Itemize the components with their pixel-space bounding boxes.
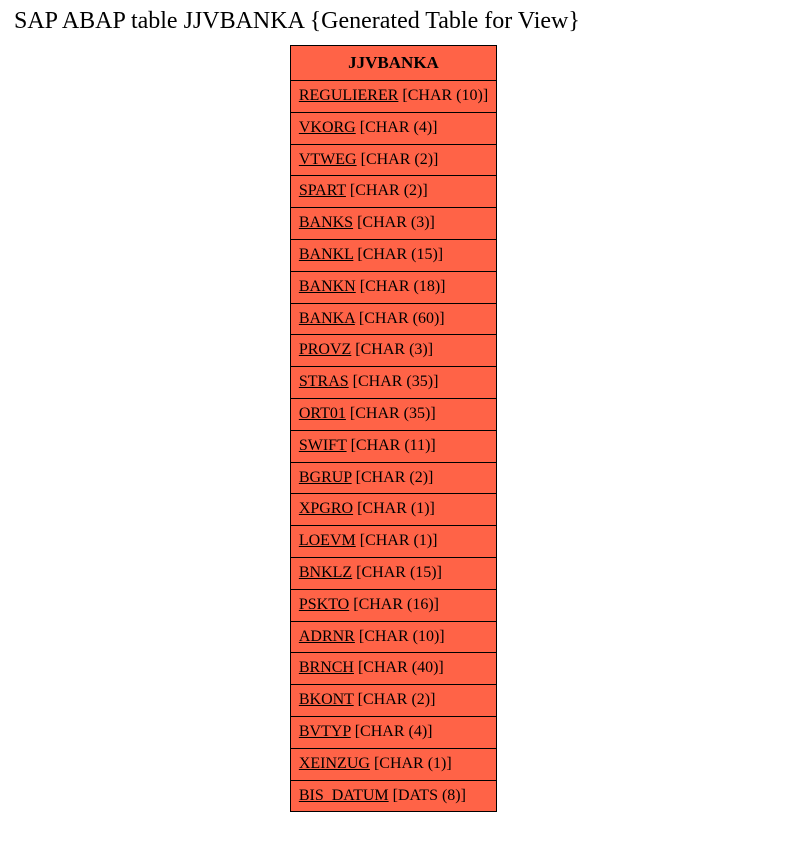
- table-cell: BANKS [CHAR (3)]: [290, 208, 496, 240]
- table-cell: REGULIERER [CHAR (10)]: [290, 81, 496, 113]
- table-row: ADRNR [CHAR (10)]: [290, 621, 496, 653]
- table-row: BANKL [CHAR (15)]: [290, 240, 496, 272]
- table-cell: PROVZ [CHAR (3)]: [290, 335, 496, 367]
- page-title: SAP ABAP table JJVBANKA {Generated Table…: [0, 8, 787, 35]
- table-row: BKONT [CHAR (2)]: [290, 685, 496, 717]
- field-name: XPGRO: [299, 500, 353, 517]
- field-name: ADRNR: [299, 628, 355, 645]
- table-cell: BRNCH [CHAR (40)]: [290, 653, 496, 685]
- field-name: BGRUP: [299, 469, 352, 486]
- field-name: BKONT: [299, 691, 354, 708]
- field-name: BANKS: [299, 214, 353, 231]
- table-body: REGULIERER [CHAR (10)]VKORG [CHAR (4)]VT…: [290, 81, 496, 812]
- field-type: [CHAR (3)]: [351, 341, 433, 358]
- field-name: SWIFT: [299, 437, 347, 454]
- table-row: STRAS [CHAR (35)]: [290, 367, 496, 399]
- table-row: XPGRO [CHAR (1)]: [290, 494, 496, 526]
- field-name: BIS_DATUM: [299, 787, 389, 804]
- field-type: [CHAR (1)]: [356, 532, 438, 549]
- field-name: BRNCH: [299, 659, 354, 676]
- table-cell: ORT01 [CHAR (35)]: [290, 399, 496, 431]
- schema-table: JJVBANKA REGULIERER [CHAR (10)]VKORG [CH…: [290, 45, 497, 812]
- table-cell: PSKTO [CHAR (16)]: [290, 589, 496, 621]
- field-name: BANKN: [299, 278, 356, 295]
- field-type: [CHAR (10)]: [398, 87, 488, 104]
- field-name: PSKTO: [299, 596, 349, 613]
- field-name: PROVZ: [299, 341, 351, 358]
- table-row: XEINZUG [CHAR (1)]: [290, 748, 496, 780]
- table-row: LOEVM [CHAR (1)]: [290, 526, 496, 558]
- field-type: [CHAR (60)]: [355, 310, 445, 327]
- field-name: ORT01: [299, 405, 346, 422]
- field-name: BVTYP: [299, 723, 351, 740]
- table-row: BVTYP [CHAR (4)]: [290, 717, 496, 749]
- table-row: BGRUP [CHAR (2)]: [290, 462, 496, 494]
- table-row: ORT01 [CHAR (35)]: [290, 399, 496, 431]
- field-name: VKORG: [299, 119, 356, 136]
- field-name: BNKLZ: [299, 564, 352, 581]
- table-cell: SPART [CHAR (2)]: [290, 176, 496, 208]
- field-type: [CHAR (4)]: [351, 723, 433, 740]
- table-row: SPART [CHAR (2)]: [290, 176, 496, 208]
- table-cell: XEINZUG [CHAR (1)]: [290, 748, 496, 780]
- table-row: SWIFT [CHAR (11)]: [290, 430, 496, 462]
- table-row: PSKTO [CHAR (16)]: [290, 589, 496, 621]
- table-wrap: JJVBANKA REGULIERER [CHAR (10)]VKORG [CH…: [0, 45, 787, 812]
- field-type: [CHAR (1)]: [353, 500, 435, 517]
- page-container: SAP ABAP table JJVBANKA {Generated Table…: [0, 0, 787, 812]
- table-header-row: JJVBANKA: [290, 46, 496, 81]
- field-type: [CHAR (10)]: [355, 628, 445, 645]
- table-cell: BVTYP [CHAR (4)]: [290, 717, 496, 749]
- table-cell: XPGRO [CHAR (1)]: [290, 494, 496, 526]
- table-row: BRNCH [CHAR (40)]: [290, 653, 496, 685]
- table-row: BANKS [CHAR (3)]: [290, 208, 496, 240]
- field-type: [CHAR (35)]: [346, 405, 436, 422]
- table-cell: STRAS [CHAR (35)]: [290, 367, 496, 399]
- field-type: [CHAR (4)]: [356, 119, 438, 136]
- field-type: [CHAR (15)]: [352, 564, 442, 581]
- table-row: BNKLZ [CHAR (15)]: [290, 558, 496, 590]
- field-name: REGULIERER: [299, 87, 399, 104]
- field-type: [CHAR (1)]: [370, 755, 452, 772]
- field-type: [CHAR (2)]: [352, 469, 434, 486]
- table-cell: BKONT [CHAR (2)]: [290, 685, 496, 717]
- field-type: [CHAR (11)]: [347, 437, 436, 454]
- field-name: LOEVM: [299, 532, 356, 549]
- table-cell: BNKLZ [CHAR (15)]: [290, 558, 496, 590]
- field-type: [CHAR (2)]: [346, 182, 428, 199]
- field-type: [CHAR (35)]: [349, 373, 439, 390]
- field-type: [DATS (8)]: [389, 787, 466, 804]
- field-name: STRAS: [299, 373, 349, 390]
- field-name: VTWEG: [299, 151, 357, 168]
- field-type: [CHAR (15)]: [353, 246, 443, 263]
- field-type: [CHAR (3)]: [353, 214, 435, 231]
- table-cell: BGRUP [CHAR (2)]: [290, 462, 496, 494]
- field-name: SPART: [299, 182, 346, 199]
- table-row: BIS_DATUM [DATS (8)]: [290, 780, 496, 812]
- field-name: BANKL: [299, 246, 354, 263]
- table-cell: VKORG [CHAR (4)]: [290, 112, 496, 144]
- field-name: XEINZUG: [299, 755, 370, 772]
- table-cell: BIS_DATUM [DATS (8)]: [290, 780, 496, 812]
- field-type: [CHAR (16)]: [349, 596, 439, 613]
- table-cell: LOEVM [CHAR (1)]: [290, 526, 496, 558]
- field-type: [CHAR (40)]: [354, 659, 444, 676]
- table-row: BANKN [CHAR (18)]: [290, 271, 496, 303]
- table-cell: SWIFT [CHAR (11)]: [290, 430, 496, 462]
- field-type: [CHAR (2)]: [354, 691, 436, 708]
- table-row: VTWEG [CHAR (2)]: [290, 144, 496, 176]
- table-cell: BANKA [CHAR (60)]: [290, 303, 496, 335]
- table-row: PROVZ [CHAR (3)]: [290, 335, 496, 367]
- table-cell: VTWEG [CHAR (2)]: [290, 144, 496, 176]
- table-header-cell: JJVBANKA: [290, 46, 496, 81]
- table-row: VKORG [CHAR (4)]: [290, 112, 496, 144]
- field-type: [CHAR (2)]: [357, 151, 439, 168]
- field-name: BANKA: [299, 310, 355, 327]
- table-cell: BANKN [CHAR (18)]: [290, 271, 496, 303]
- table-row: REGULIERER [CHAR (10)]: [290, 81, 496, 113]
- table-cell: BANKL [CHAR (15)]: [290, 240, 496, 272]
- table-row: BANKA [CHAR (60)]: [290, 303, 496, 335]
- table-cell: ADRNR [CHAR (10)]: [290, 621, 496, 653]
- field-type: [CHAR (18)]: [356, 278, 446, 295]
